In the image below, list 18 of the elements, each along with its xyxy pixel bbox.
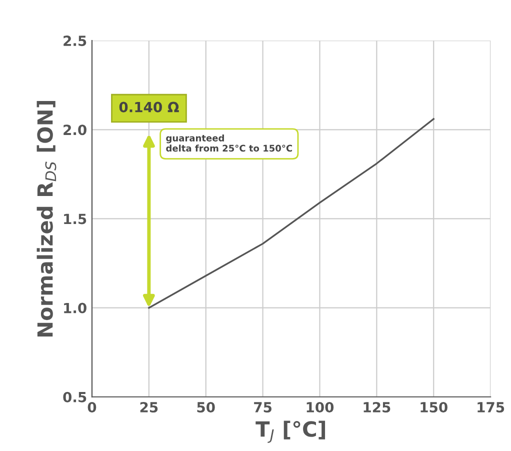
y-tick-label: 1.0	[64, 302, 86, 314]
x-tick-label: 175	[478, 402, 504, 412]
line-series	[148, 118, 434, 309]
x-tick-label: 150	[420, 402, 448, 412]
x-tick-label: 100	[306, 402, 334, 412]
y-tick-label: 2.0	[64, 124, 86, 136]
annotation: guaranteed delta from 25°C to 150°C	[166, 134, 292, 152]
y-axis-title: Normalized R$_{DS}$ [ON]	[36, 100, 56, 337]
x-tick-label: 50	[197, 402, 215, 412]
x-tick-label: 25	[140, 402, 158, 412]
x-axis-title: T$_{J}$ [°C]	[256, 420, 326, 443]
x-tick-label: 125	[364, 402, 390, 412]
x-tick-label: 75	[254, 402, 272, 412]
y-tick-label: 2.5	[64, 36, 86, 46]
y-tick-label: 0.5	[63, 392, 86, 402]
x-tick-label: 0	[88, 402, 96, 412]
annotation: 0.140 Ω	[119, 102, 179, 112]
y-tick-label: 1.5	[64, 214, 86, 224]
